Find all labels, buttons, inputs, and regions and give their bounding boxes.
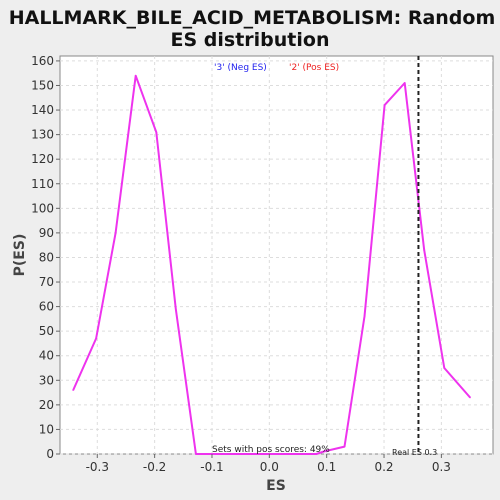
data-point [255, 453, 257, 455]
y-tick-label: 150 [31, 78, 54, 92]
data-point [72, 389, 74, 391]
data-point [295, 453, 298, 455]
data-point [195, 453, 197, 455]
x-tick-label: -0.2 [143, 460, 166, 474]
x-tick-label: 0.0 [260, 460, 279, 474]
data-point [114, 232, 117, 234]
data-point [423, 249, 425, 251]
y-tick-label: 20 [39, 398, 54, 412]
data-point [363, 315, 366, 318]
data-point [275, 453, 278, 455]
x-axis-ticks: -0.3 -0.2 -0.1 0.0 0.1 0.2 0.3 [86, 454, 451, 474]
y-tick-label: 140 [31, 103, 54, 117]
y-tick-label: 70 [39, 275, 54, 289]
real-es-label: Real ES 0.3 [392, 448, 437, 457]
data-point [403, 82, 406, 84]
y-tick-label: 130 [31, 128, 54, 142]
x-tick-label: 0.3 [432, 460, 451, 474]
x-axis-label: ES [266, 478, 286, 494]
chart-title-line-1: HALLMARK_BILE_ACID_METABOLISM: Random [9, 7, 496, 29]
series-layer [72, 74, 471, 455]
data-point [175, 308, 177, 310]
x-tick-label: -0.3 [86, 460, 109, 474]
plot-area [59, 55, 494, 455]
y-tick-label: 60 [39, 300, 54, 314]
legend-neg-es: '3' (Neg ES) [214, 63, 267, 73]
data-point [443, 367, 446, 369]
data-point [95, 337, 97, 340]
y-tick-label: 90 [39, 226, 54, 240]
y-tick-label: 50 [39, 324, 54, 338]
legend-pos-es: '2' (Pos ES) [289, 63, 339, 73]
y-tick-label: 100 [31, 201, 54, 215]
data-point [215, 453, 217, 455]
data-point [383, 104, 386, 106]
data-point [343, 445, 346, 448]
y-tick-label: 80 [39, 250, 54, 264]
y-tick-label: 10 [39, 422, 54, 436]
y-tick-label: 40 [39, 349, 54, 363]
data-point [315, 453, 318, 455]
data-point [235, 453, 237, 455]
y-tick-label: 120 [31, 152, 54, 166]
data-point [134, 74, 137, 77]
x-tick-label: 0.1 [317, 460, 336, 474]
data-point [323, 450, 325, 453]
chart-title-line-2: ES distribution [171, 29, 330, 51]
y-tick-label: 160 [31, 54, 54, 68]
y-axis-ticks: 0 10 20 30 40 50 60 70 80 90 100 110 120 130 140 150 160 [31, 54, 60, 461]
data-point [469, 396, 471, 399]
x-tick-label: -0.1 [200, 460, 223, 474]
y-tick-label: 110 [31, 177, 54, 191]
y-tick-label: 0 [46, 447, 54, 461]
y-axis-label: P(ES) [12, 234, 28, 277]
data-point [155, 131, 158, 133]
x-tick-label: 0.2 [374, 460, 393, 474]
grid-lines [60, 56, 493, 455]
y-tick-label: 30 [39, 373, 54, 387]
pos-scores-annotation: Sets with pos scores: 49% [212, 445, 330, 455]
